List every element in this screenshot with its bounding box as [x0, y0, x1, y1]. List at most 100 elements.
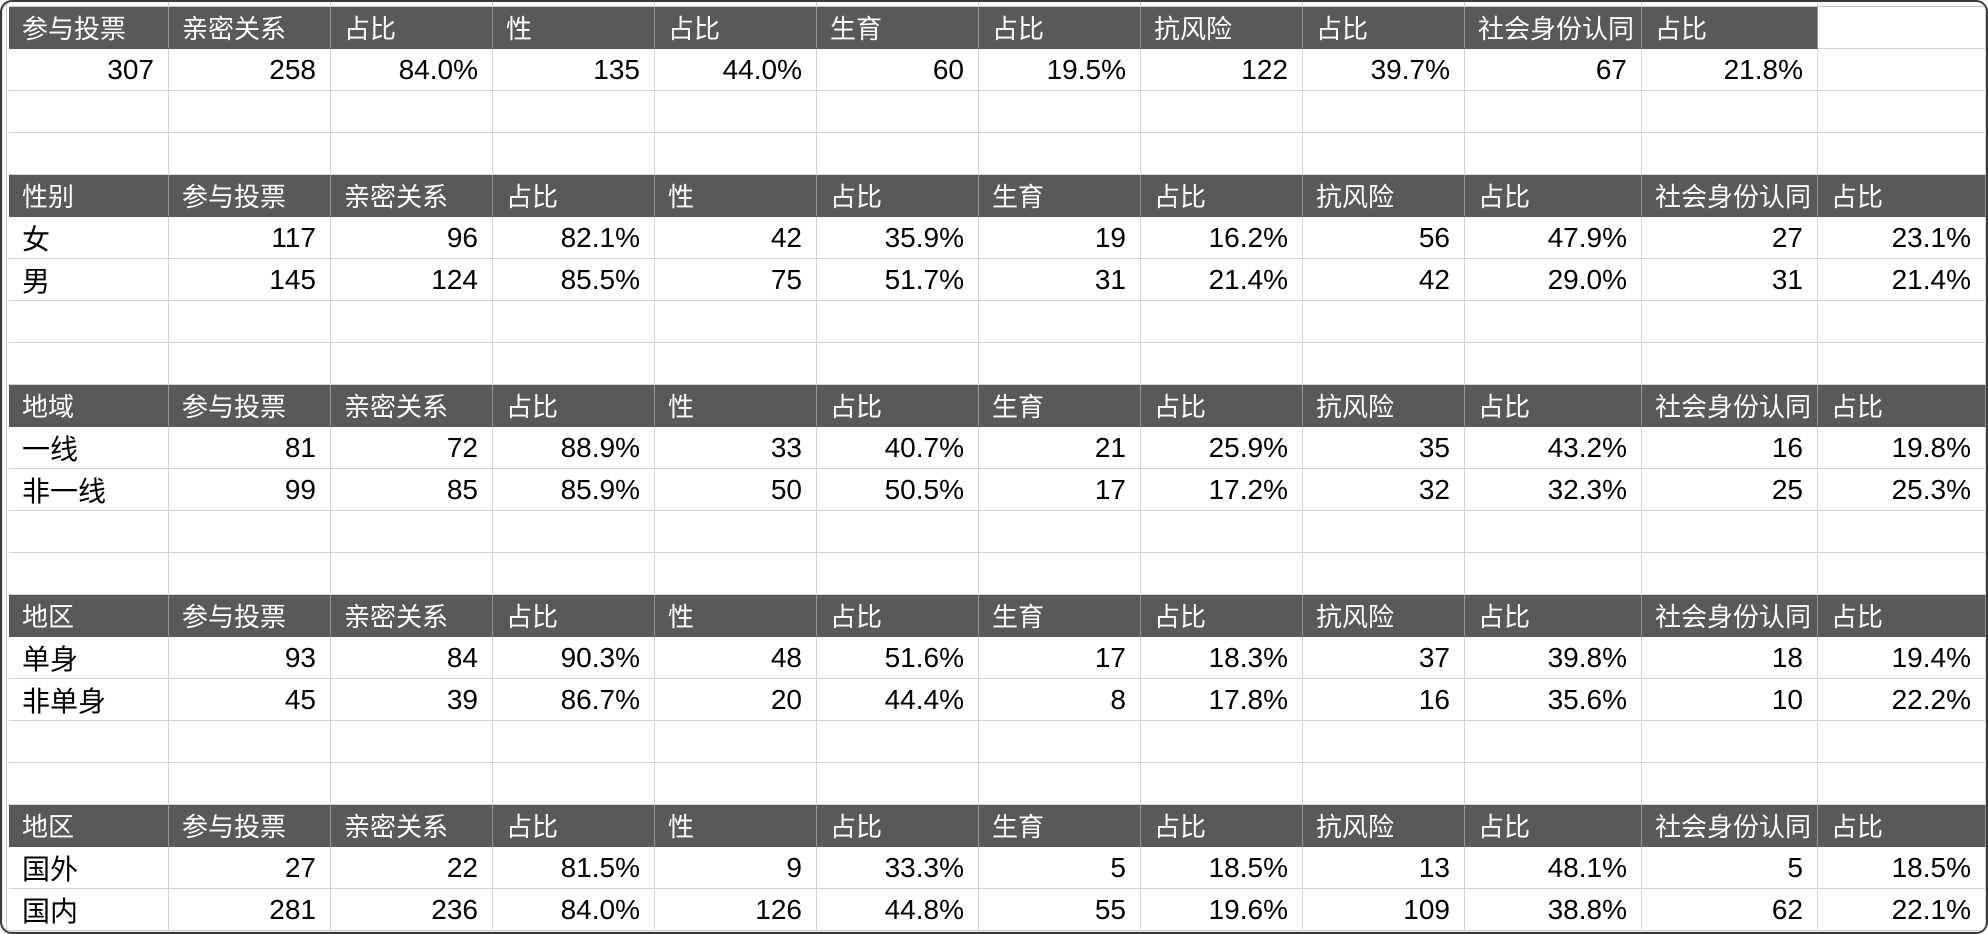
empty-cell[interactable] — [9, 91, 169, 133]
empty-cell[interactable] — [1303, 301, 1465, 343]
value-cell[interactable]: 85.5% — [493, 259, 655, 301]
value-cell[interactable]: 85.9% — [493, 469, 655, 511]
value-cell[interactable]: 25.3% — [1818, 469, 1986, 511]
empty-cell[interactable] — [9, 133, 169, 175]
header-cell[interactable]: 性 — [655, 805, 817, 847]
empty-cell[interactable] — [169, 2, 331, 7]
empty-cell[interactable] — [331, 2, 493, 7]
header-cell[interactable]: 地域 — [9, 385, 169, 427]
value-cell[interactable]: 21.4% — [1141, 259, 1303, 301]
empty-cell[interactable] — [817, 343, 979, 385]
value-cell[interactable]: 44.0% — [655, 49, 817, 91]
empty-cell[interactable] — [817, 511, 979, 553]
empty-cell[interactable] — [9, 301, 169, 343]
empty-cell[interactable] — [1642, 721, 1818, 763]
value-cell[interactable]: 135 — [493, 49, 655, 91]
empty-cell[interactable] — [1818, 511, 1986, 553]
empty-cell[interactable] — [9, 343, 169, 385]
header-cell[interactable]: 生育 — [979, 175, 1141, 217]
empty-cell[interactable] — [1465, 343, 1642, 385]
empty-cell[interactable] — [979, 721, 1141, 763]
empty-cell[interactable] — [1303, 91, 1465, 133]
value-cell[interactable]: 86.7% — [493, 679, 655, 721]
empty-cell[interactable] — [1465, 133, 1642, 175]
empty-cell[interactable] — [655, 301, 817, 343]
row-label-cell[interactable]: 单身 — [9, 637, 169, 679]
value-cell[interactable]: 50.5% — [817, 469, 979, 511]
empty-cell[interactable] — [1303, 553, 1465, 595]
empty-cell[interactable] — [1465, 2, 1642, 7]
value-cell[interactable]: 56 — [1303, 217, 1465, 259]
header-cell[interactable]: 生育 — [817, 7, 979, 49]
empty-cell[interactable] — [1642, 343, 1818, 385]
header-cell[interactable]: 性别 — [9, 175, 169, 217]
value-cell[interactable]: 9 — [655, 847, 817, 889]
value-cell[interactable]: 37 — [1303, 637, 1465, 679]
value-cell[interactable]: 19 — [979, 217, 1141, 259]
header-cell[interactable]: 占比 — [331, 7, 493, 49]
empty-cell[interactable] — [1141, 721, 1303, 763]
row-label-cell[interactable]: 一线 — [9, 427, 169, 469]
value-cell[interactable]: 18.5% — [1141, 847, 1303, 889]
header-cell[interactable]: 占比 — [1141, 595, 1303, 637]
header-cell[interactable]: 生育 — [979, 385, 1141, 427]
value-cell[interactable]: 48 — [655, 637, 817, 679]
value-cell[interactable]: 75 — [655, 259, 817, 301]
empty-cell[interactable] — [655, 553, 817, 595]
header-cell[interactable]: 抗风险 — [1303, 805, 1465, 847]
value-cell[interactable]: 20 — [655, 679, 817, 721]
empty-cell[interactable] — [817, 133, 979, 175]
empty-cell[interactable] — [1141, 2, 1303, 7]
value-cell[interactable]: 50 — [655, 469, 817, 511]
header-cell[interactable]: 占比 — [1141, 175, 1303, 217]
empty-cell[interactable] — [979, 511, 1141, 553]
value-cell[interactable]: 22.2% — [1818, 679, 1986, 721]
row-label-cell[interactable]: 非单身 — [9, 679, 169, 721]
empty-cell[interactable] — [1818, 2, 1986, 7]
empty-cell[interactable] — [169, 721, 331, 763]
empty-cell[interactable] — [1465, 721, 1642, 763]
empty-cell[interactable] — [817, 763, 979, 805]
value-cell[interactable]: 48.1% — [1465, 847, 1642, 889]
header-cell[interactable]: 亲密关系 — [331, 385, 493, 427]
empty-cell[interactable] — [493, 553, 655, 595]
row-label-cell[interactable]: 男 — [9, 259, 169, 301]
empty-cell[interactable] — [1818, 301, 1986, 343]
header-cell[interactable]: 社会身份认同 — [1465, 7, 1642, 49]
value-cell[interactable]: 62 — [1642, 889, 1818, 931]
value-cell[interactable]: 43.2% — [1465, 427, 1642, 469]
empty-cell[interactable] — [1818, 343, 1986, 385]
header-cell[interactable]: 亲密关系 — [169, 7, 331, 49]
value-cell[interactable]: 67 — [1465, 49, 1642, 91]
value-cell[interactable]: 35 — [1303, 427, 1465, 469]
header-cell[interactable]: 抗风险 — [1141, 7, 1303, 49]
header-cell[interactable]: 占比 — [817, 595, 979, 637]
header-cell[interactable]: 参与投票 — [169, 595, 331, 637]
blank-header-cell[interactable] — [1818, 7, 1986, 49]
empty-cell[interactable] — [1642, 91, 1818, 133]
value-cell[interactable]: 22.1% — [1818, 889, 1986, 931]
value-cell[interactable]: 17 — [979, 637, 1141, 679]
header-cell[interactable]: 参与投票 — [169, 385, 331, 427]
empty-cell[interactable] — [1141, 763, 1303, 805]
value-cell[interactable]: 17.8% — [1141, 679, 1303, 721]
value-cell[interactable]: 19.5% — [979, 49, 1141, 91]
header-cell[interactable]: 性 — [493, 7, 655, 49]
value-cell[interactable]: 55 — [979, 889, 1141, 931]
value-cell[interactable]: 23.1% — [1818, 217, 1986, 259]
header-cell[interactable]: 占比 — [493, 805, 655, 847]
value-cell[interactable]: 145 — [169, 259, 331, 301]
empty-cell[interactable] — [169, 133, 331, 175]
header-cell[interactable]: 占比 — [1642, 7, 1818, 49]
empty-cell[interactable] — [1818, 763, 1986, 805]
value-cell[interactable]: 19.6% — [1141, 889, 1303, 931]
empty-cell[interactable] — [979, 343, 1141, 385]
header-cell[interactable]: 参与投票 — [169, 805, 331, 847]
value-cell[interactable]: 5 — [979, 847, 1141, 889]
value-cell[interactable]: 84.0% — [331, 49, 493, 91]
empty-cell[interactable] — [979, 133, 1141, 175]
value-cell[interactable]: 18.3% — [1141, 637, 1303, 679]
row-label-cell[interactable]: 非一线 — [9, 469, 169, 511]
empty-cell[interactable] — [331, 763, 493, 805]
value-cell[interactable]: 96 — [331, 217, 493, 259]
